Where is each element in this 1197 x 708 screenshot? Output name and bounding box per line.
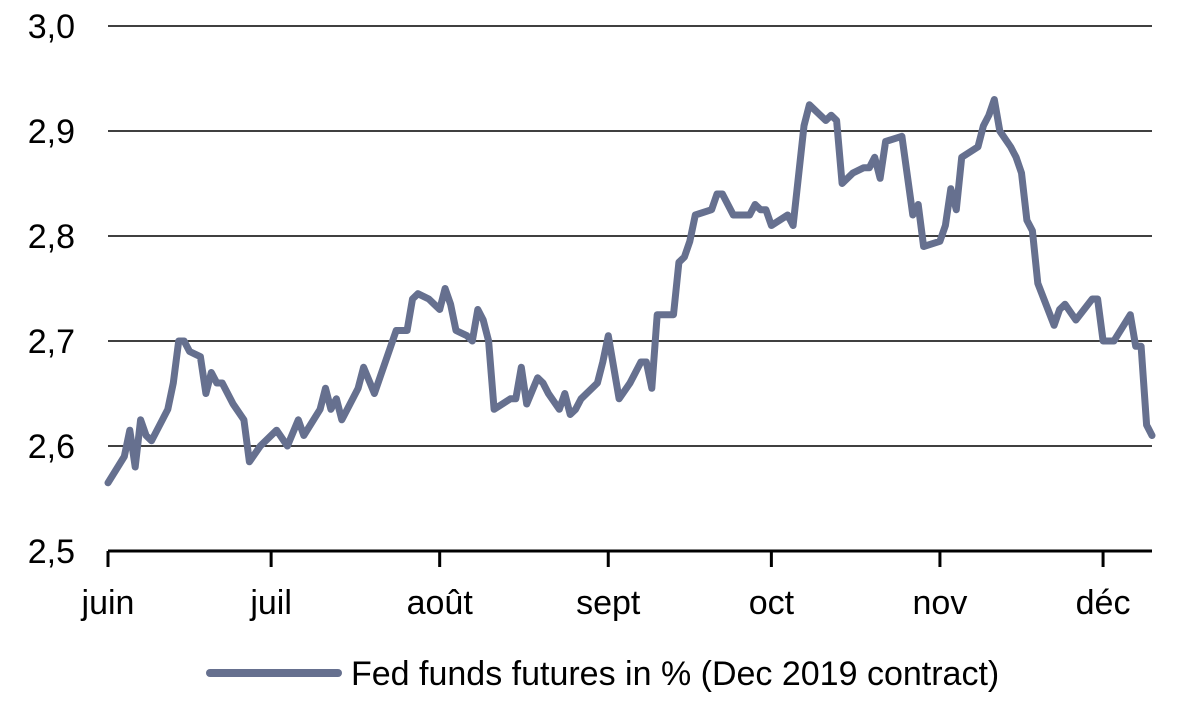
- x-tick-label: oct: [749, 584, 795, 622]
- x-tick-label: déc: [1076, 584, 1131, 622]
- gridlines: [108, 25, 1152, 447]
- legend-label: Fed funds futures in % (Dec 2019 contrac…: [351, 655, 999, 693]
- y-tick-label: 2,7: [28, 323, 75, 361]
- y-axis: 2,5 2,6 2,7 2,8 2,9 3,0: [28, 8, 75, 571]
- x-tick-label: juin: [81, 584, 135, 622]
- series-line-0: [104, 96, 1156, 487]
- x-tick-label: sept: [576, 584, 641, 622]
- y-tick-label: 2,8: [28, 218, 75, 256]
- series-layer: [104, 96, 1156, 487]
- y-tick-label: 2,5: [28, 533, 75, 571]
- x-tick-label: nov: [913, 584, 968, 622]
- x-axis: juin juil août sept oct nov déc: [81, 549, 1152, 622]
- x-tick-label: juil: [249, 584, 292, 622]
- legend: Fed funds futures in % (Dec 2019 contrac…: [206, 655, 999, 693]
- y-tick-label: 2,9: [28, 113, 75, 151]
- y-tick-label: 3,0: [28, 8, 75, 46]
- y-tick-label: 2,6: [28, 428, 75, 466]
- x-tick-label: août: [407, 584, 474, 622]
